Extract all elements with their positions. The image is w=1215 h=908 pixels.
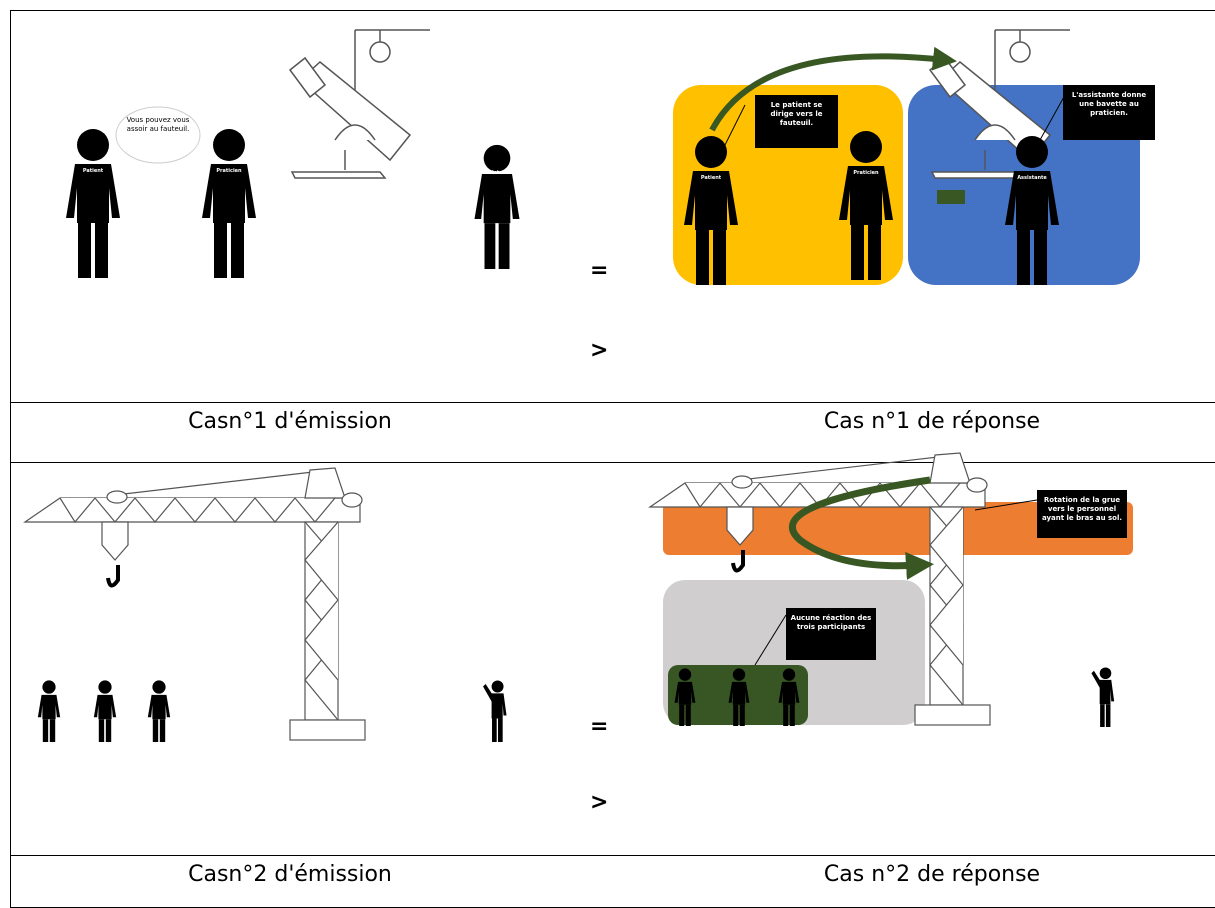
operator: > <box>590 338 608 363</box>
figure-label: Patient <box>83 168 103 174</box>
caption: Casn°2 d'émission <box>188 862 392 887</box>
figure-label: Assistante <box>1017 175 1047 181</box>
operator: = <box>590 258 608 283</box>
caption: Cas n°2 de réponse <box>824 862 1040 887</box>
speech-bubble: Vous pouvez vous assoir au fauteuil. <box>122 116 194 134</box>
caption: Casn°1 d'émission <box>188 409 392 434</box>
figure-label: Praticien <box>853 170 878 176</box>
callout: Aucune réaction des trois participants <box>786 608 876 660</box>
caption: Cas n°1 de réponse <box>824 409 1040 434</box>
figure-label: Praticien <box>216 168 241 174</box>
drawing <box>0 0 1215 908</box>
figure-label: Patient <box>701 175 721 181</box>
callout: Rotation de la grue vers le personnel ay… <box>1037 490 1127 538</box>
callout: Le patient se dirige vers le fauteuil. <box>755 95 838 148</box>
callout: L'assistante donne une bavette au pratic… <box>1063 85 1155 140</box>
figure: Vous pouvez vous assoir au fauteuil. Pat… <box>0 0 1215 908</box>
operator: > <box>590 790 608 815</box>
figure-label: Assistante <box>482 170 512 176</box>
operator: = <box>590 714 608 739</box>
